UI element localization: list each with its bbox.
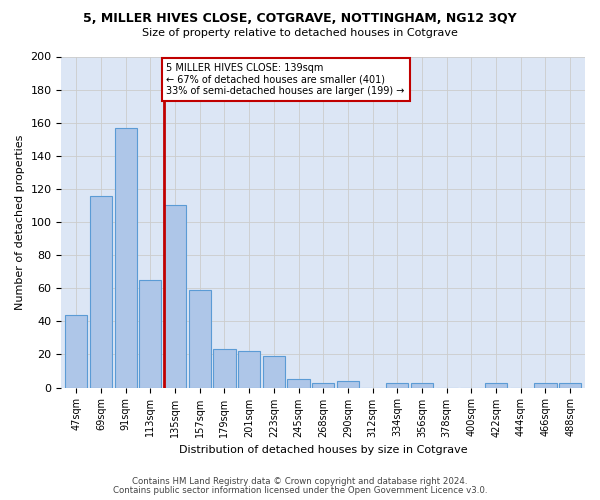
Text: Contains HM Land Registry data © Crown copyright and database right 2024.: Contains HM Land Registry data © Crown c… <box>132 477 468 486</box>
Bar <box>115 128 137 388</box>
Bar <box>559 382 581 388</box>
Y-axis label: Number of detached properties: Number of detached properties <box>15 134 25 310</box>
Bar <box>90 196 112 388</box>
Text: 5, MILLER HIVES CLOSE, COTGRAVE, NOTTINGHAM, NG12 3QY: 5, MILLER HIVES CLOSE, COTGRAVE, NOTTING… <box>83 12 517 26</box>
Bar <box>164 206 186 388</box>
Bar <box>312 382 334 388</box>
Bar <box>65 314 88 388</box>
Bar <box>287 380 310 388</box>
Bar <box>263 356 285 388</box>
Bar <box>386 382 409 388</box>
X-axis label: Distribution of detached houses by size in Cotgrave: Distribution of detached houses by size … <box>179 445 467 455</box>
Bar <box>238 351 260 388</box>
Bar <box>139 280 161 388</box>
Bar <box>188 290 211 388</box>
Bar <box>485 382 507 388</box>
Text: Contains public sector information licensed under the Open Government Licence v3: Contains public sector information licen… <box>113 486 487 495</box>
Bar <box>535 382 557 388</box>
Text: Size of property relative to detached houses in Cotgrave: Size of property relative to detached ho… <box>142 28 458 38</box>
Text: 5 MILLER HIVES CLOSE: 139sqm
← 67% of detached houses are smaller (401)
33% of s: 5 MILLER HIVES CLOSE: 139sqm ← 67% of de… <box>166 63 405 96</box>
Bar <box>213 350 236 388</box>
Bar <box>337 381 359 388</box>
Bar <box>411 382 433 388</box>
